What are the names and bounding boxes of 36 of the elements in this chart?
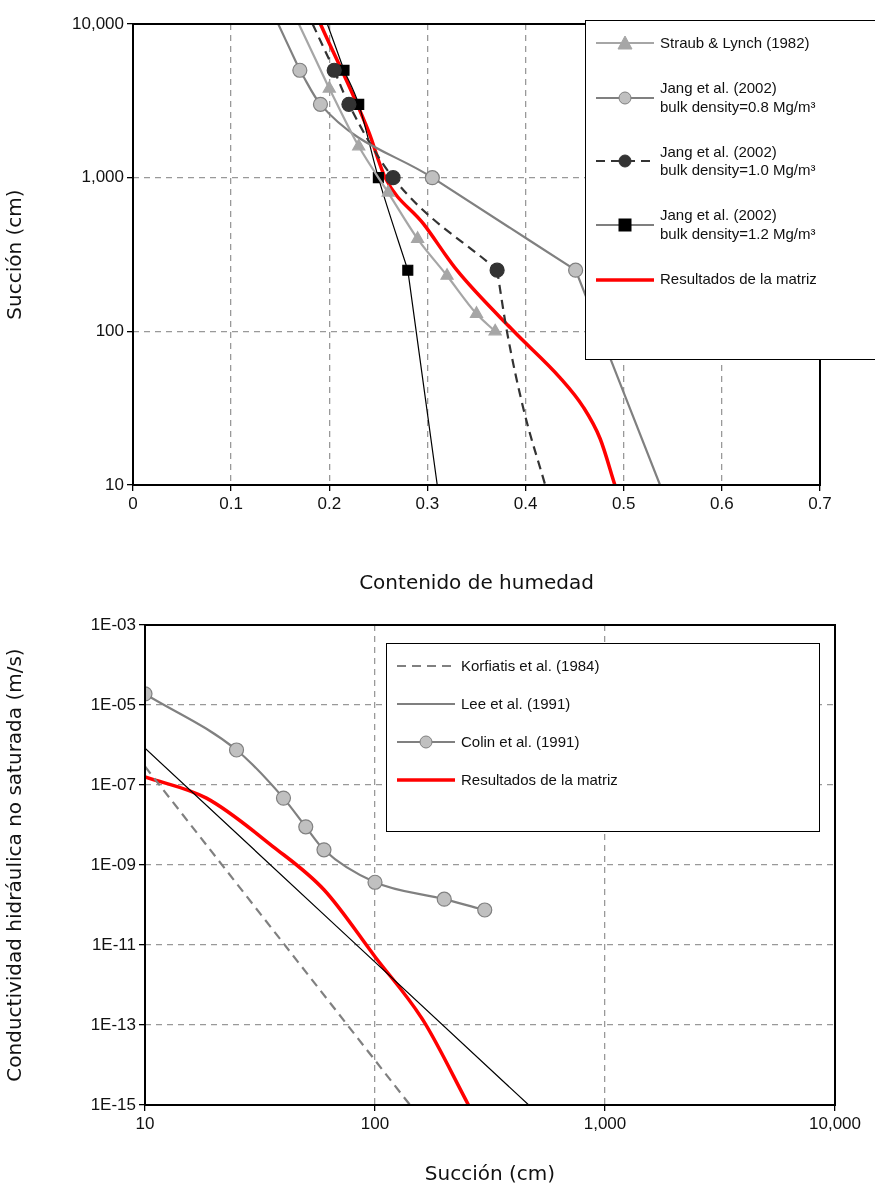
y-tick-label: 1E-15 — [90, 1094, 136, 1114]
legend-label: Colin et al. (1991) — [461, 732, 580, 752]
x-tick-label: 10 — [135, 1113, 155, 1133]
legend-label: Jang et al. (2002) bulk density=0.8 Mg/m³ — [660, 79, 816, 117]
legend-label: Resultados de la matriz — [660, 270, 817, 289]
x-tick-label: 0.2 — [317, 493, 342, 513]
legend-label: Resultados de la matriz — [461, 770, 618, 790]
y-tick-label: 1E-09 — [90, 854, 136, 874]
y-tick-label: 1E-07 — [90, 774, 136, 794]
x-tick-label: 100 — [360, 1113, 390, 1133]
legend-label: Jang et al. (2002) bulk density=1.0 Mg/m³ — [660, 142, 816, 180]
y-tick-label: 1E-11 — [91, 934, 136, 954]
y-tick-label: 1E-03 — [90, 614, 136, 634]
legend-label: Straub & Lynch (1982) — [660, 33, 810, 53]
legend-label: Lee et al. (1991) — [461, 694, 571, 714]
x-tick-label: 0.1 — [219, 493, 243, 513]
x-tick-label: 0.4 — [513, 493, 538, 513]
y-axis-title: Succión (cm) — [2, 189, 27, 320]
y-tick-label: 10,000 — [72, 13, 124, 33]
x-tick-label: 0.7 — [808, 493, 832, 513]
x-tick-label: 1,000 — [583, 1113, 627, 1133]
x-tick-label: 0.6 — [710, 493, 734, 513]
y-tick-label: 100 — [95, 321, 124, 341]
x-axis-title: Succión (cm) — [424, 1161, 556, 1186]
legend-label: Korfiatis et al. (1984) — [461, 656, 600, 676]
y-tick-label: 1E-13 — [90, 1014, 136, 1034]
y-tick-label: 1E-05 — [90, 694, 136, 714]
y-axis-title: Conductividad hidráulica no saturada (m/s) — [2, 648, 27, 1082]
x-tick-label: 0.3 — [415, 493, 440, 513]
legend-label: Jang et al. (2002) bulk density=1.2 Mg/m³ — [660, 206, 816, 244]
x-tick-label: 0.5 — [611, 493, 636, 513]
y-tick-label: 1,000 — [81, 167, 124, 187]
x-axis-title: Contenido de humedad — [359, 570, 594, 595]
x-tick-label: 0 — [128, 493, 138, 513]
x-tick-label: 10,000 — [809, 1113, 861, 1133]
y-tick-label: 10 — [105, 474, 124, 494]
